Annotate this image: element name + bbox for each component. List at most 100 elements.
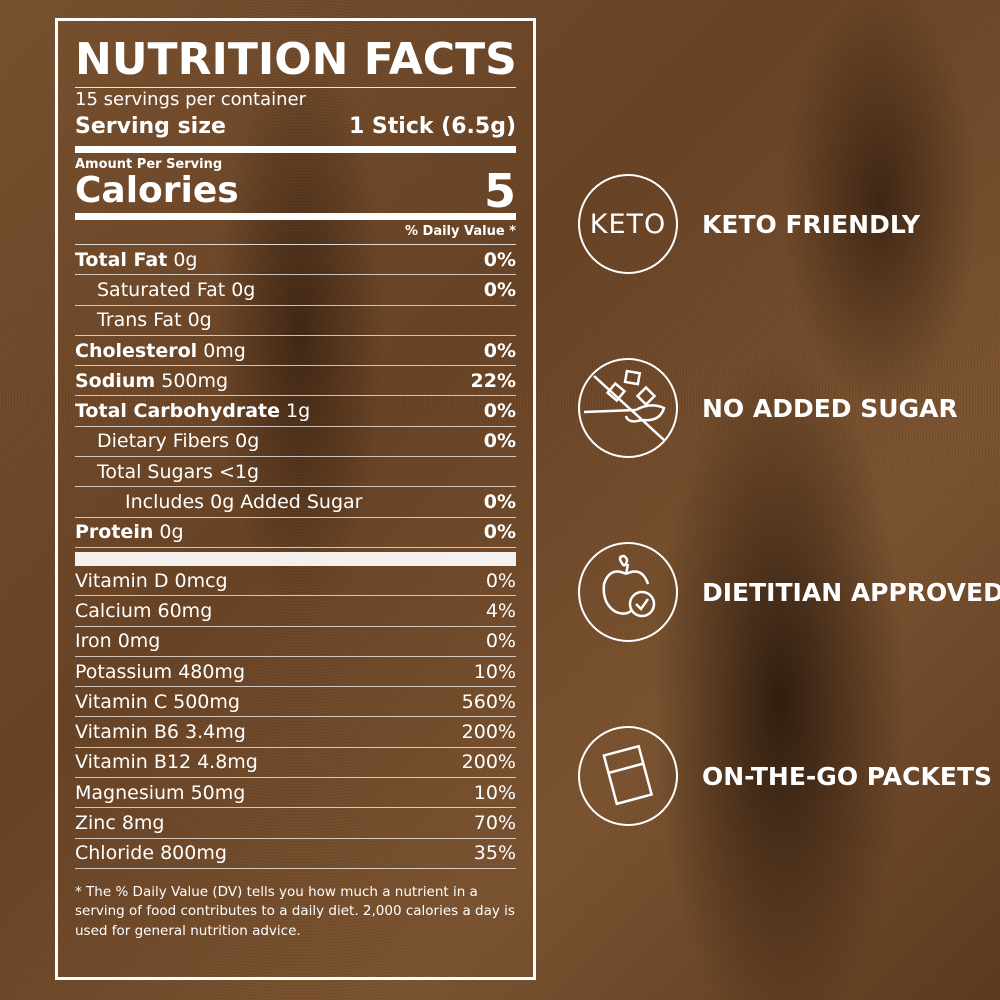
claim-label: DIETITIAN APPROVED <box>702 577 1000 607</box>
footnote: * The % Daily Value (DV) tells you how m… <box>75 883 515 939</box>
serving-size-label: Serving size <box>75 114 226 139</box>
nutrition-title: NUTRITION FACTS <box>75 34 517 85</box>
vitamin-name: Calcium 60mg <box>75 599 213 622</box>
nutrient-label: Protein <box>75 521 154 544</box>
nutrient-label: Trans Fat 0g <box>97 309 212 332</box>
daily-value-header: % Daily Value * <box>75 220 516 245</box>
nutrition-facts-panel: NUTRITION FACTS 15 servings per containe… <box>55 18 536 980</box>
nutrient-amount: 0g <box>173 248 198 271</box>
no-sugar-icon <box>578 358 678 458</box>
nutrient-row: Saturated Fat 0g 0% <box>75 275 516 306</box>
claims-list: KETO KETO FRIENDLY NO ADDED SUGAR DIETIT… <box>578 172 1000 908</box>
calories-row: Calories 5 <box>75 164 516 218</box>
nutrient-row: Includes 0g Added Sugar 0% <box>75 487 516 518</box>
nutrient-amount: 1g <box>286 400 311 423</box>
nutrient-label: Total Carbohydrate <box>75 400 280 423</box>
vitamin-dv: 70% <box>473 811 516 834</box>
nutrient-name: Includes 0g Added Sugar <box>75 491 362 513</box>
vitamin-name: Vitamin D 0mcg <box>75 569 228 592</box>
vitamin-name: Potassium 480mg <box>75 660 245 683</box>
claim-label: NO ADDED SUGAR <box>702 393 958 423</box>
nutrient-row: Total Carbohydrate 1g 0% <box>75 396 516 427</box>
nutrient-dv: 0% <box>483 400 516 423</box>
nutrient-name: Sodium 500mg <box>75 370 228 392</box>
vitamin-name: Vitamin B12 4.8mg <box>75 751 258 774</box>
nutrient-amount: 0mg <box>203 339 246 362</box>
nutrient-row: Trans Fat 0g <box>75 306 516 336</box>
vitamin-name: Chloride 800mg <box>75 842 227 865</box>
vitamin-row: Iron 0mg 0% <box>75 627 516 657</box>
nutrient-row: Dietary Fibers 0g 0% <box>75 427 516 458</box>
amount-per-serving: Amount Per Serving <box>75 157 223 172</box>
vitamin-name: Magnesium 50mg <box>75 781 246 804</box>
nutrient-dv: 22% <box>470 369 516 392</box>
vitamin-dv: 200% <box>461 751 516 774</box>
claim-dietitian: DIETITIAN APPROVED <box>578 540 1000 644</box>
nutrient-dv: 0% <box>483 521 516 544</box>
claim-no-sugar: NO ADDED SUGAR <box>578 356 1000 460</box>
nutrient-amount: 500mg <box>161 369 229 392</box>
nutrient-name: Total Sugars <1g <box>75 461 259 483</box>
vitamin-dv: 10% <box>473 660 516 683</box>
nutrient-row: Protein 0g 0% <box>75 518 516 548</box>
nutrient-name: Trans Fat 0g <box>75 309 212 331</box>
nutrient-label: Sodium <box>75 369 156 392</box>
keto-icon-text: KETO <box>589 208 667 240</box>
vitamins-list: Vitamin D 0mcg 0% Calcium 60mg 4% Iron 0mg 0%… <box>75 566 516 869</box>
nutrient-dv: 0% <box>483 339 516 362</box>
vitamin-dv: 4% <box>485 599 516 622</box>
vitamin-row: Magnesium 50mg 10% <box>75 778 516 809</box>
nutrient-dv: 0% <box>483 278 516 301</box>
nutrients-list: Total Fat 0g 0% Saturated Fat 0g 0% Trans F… <box>75 245 516 548</box>
claim-label: ON-THE-GO PACKETS <box>702 761 993 791</box>
nutrient-name: Protein 0g <box>75 521 184 543</box>
nutrient-label: Total Fat <box>75 248 168 271</box>
vitamin-dv: 10% <box>473 781 516 804</box>
nutrient-amount: 0g <box>159 521 184 544</box>
nutrient-name: Saturated Fat 0g <box>75 279 255 301</box>
nutrient-name: Total Carbohydrate 1g <box>75 400 310 422</box>
serving-size-row: Serving size 1 Stick (6.5g) <box>75 112 516 142</box>
vitamin-row: Vitamin D 0mcg 0% <box>75 566 516 597</box>
nutrient-dv: 0% <box>483 430 516 453</box>
nutrient-row: Total Sugars <1g <box>75 457 516 488</box>
nutrient-name: Total Fat 0g <box>75 249 198 271</box>
nutrient-name: Cholesterol 0mg <box>75 340 246 362</box>
nutrient-label: Cholesterol <box>75 339 198 362</box>
vitamin-row: Zinc 8mg 70% <box>75 808 516 839</box>
vitamin-name: Vitamin B6 3.4mg <box>75 721 246 744</box>
claim-label: KETO FRIENDLY <box>702 209 920 239</box>
vitamin-dv: 560% <box>461 690 516 713</box>
serving-size-value: 1 Stick (6.5g) <box>348 114 516 139</box>
nutrient-row: Sodium 500mg 22% <box>75 366 516 397</box>
nutrient-label: Total Sugars <1g <box>97 460 260 483</box>
servings-per-container: 15 servings per container <box>75 89 306 110</box>
nutrient-label: Dietary Fibers 0g <box>97 430 260 453</box>
claim-packets: ON-THE-GO PACKETS <box>578 724 1000 828</box>
claim-keto: KETO KETO FRIENDLY <box>578 172 1000 276</box>
vitamin-name: Zinc 8mg <box>75 811 165 834</box>
vitamin-name: Vitamin C 500mg <box>75 690 240 713</box>
nutrient-dv: 0% <box>483 491 516 514</box>
nutrient-name: Dietary Fibers 0g <box>75 430 259 452</box>
vitamin-dv: 200% <box>461 721 516 744</box>
keto-icon: KETO <box>578 174 678 274</box>
nutrient-label: Saturated Fat 0g <box>97 278 256 301</box>
vitamin-row: Calcium 60mg 4% <box>75 596 516 627</box>
vitamin-dv: 0% <box>485 569 516 592</box>
vitamin-row: Vitamin B6 3.4mg 200% <box>75 717 516 748</box>
packet-icon <box>578 726 678 826</box>
vitamin-dv: 35% <box>473 842 516 865</box>
calories-value: 5 <box>483 164 516 218</box>
nutrient-dv: 0% <box>483 248 516 271</box>
vitamin-row: Chloride 800mg 35% <box>75 839 516 869</box>
calories-label: Calories <box>75 170 239 211</box>
nutrient-row: Cholesterol 0mg 0% <box>75 336 516 367</box>
vitamin-name: Iron 0mg <box>75 630 161 653</box>
vitamin-row: Potassium 480mg 10% <box>75 657 516 688</box>
apple-check-icon <box>578 542 678 642</box>
vitamin-row: Vitamin C 500mg 560% <box>75 687 516 718</box>
vitamin-row: Vitamin B12 4.8mg 200% <box>75 748 516 779</box>
nutrient-label: Includes 0g Added Sugar <box>125 491 363 514</box>
nutrient-row: Total Fat 0g 0% <box>75 245 516 276</box>
